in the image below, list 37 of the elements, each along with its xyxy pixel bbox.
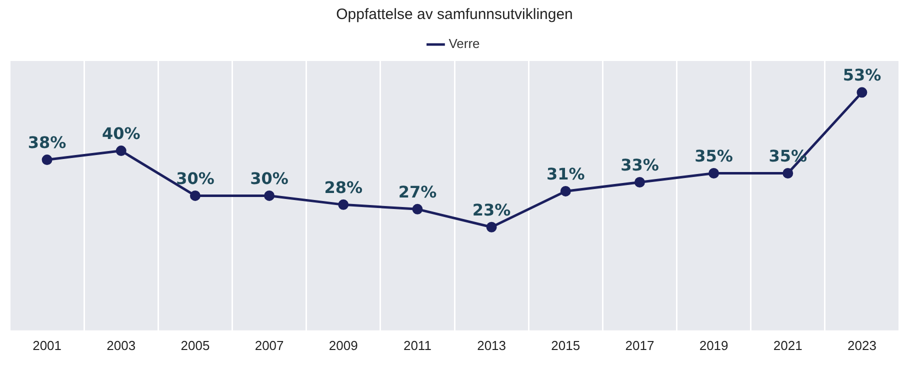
point: [560, 186, 571, 196]
x-tick-label: 2023: [847, 338, 876, 353]
point: [412, 204, 423, 214]
point: [708, 168, 720, 178]
data-label: 33%: [620, 155, 659, 174]
x-tick-label: 2007: [254, 338, 284, 353]
point: [190, 190, 200, 201]
point: [264, 190, 275, 201]
data-label: 31%: [546, 164, 585, 184]
data-label: 38%: [28, 132, 66, 152]
point: [486, 222, 497, 232]
data-label: 28%: [324, 178, 363, 197]
x-tick-label: 2013: [477, 338, 506, 353]
x-tick-label: 2003: [106, 338, 136, 353]
chart-title: Oppfattelse av samfunnsutviklingen: [336, 6, 573, 24]
x-tick-label: 2001: [32, 338, 62, 353]
point: [116, 146, 126, 156]
point: [856, 87, 868, 98]
data-label: 27%: [398, 182, 437, 202]
x-tick-label: 2009: [328, 338, 358, 353]
legend-label: Verre: [448, 36, 480, 52]
x-tick-label: 2017: [625, 338, 654, 353]
data-label: 30%: [250, 168, 288, 188]
data-label: 23%: [472, 200, 511, 220]
point: [634, 176, 645, 188]
point: [42, 154, 52, 166]
point: [782, 168, 794, 178]
data-label: 53%: [842, 66, 882, 85]
point: [338, 199, 349, 210]
x-tick-label: 2021: [773, 338, 802, 353]
x-tick-label: 2011: [403, 338, 432, 353]
x-tick-label: 2005: [180, 338, 210, 353]
x-tick-label: 2015: [551, 338, 580, 353]
x-tick-label: 2019: [699, 338, 728, 353]
data-label: 35%: [694, 146, 733, 166]
data-label: 40%: [102, 124, 140, 143]
data-label: 30%: [176, 168, 214, 188]
